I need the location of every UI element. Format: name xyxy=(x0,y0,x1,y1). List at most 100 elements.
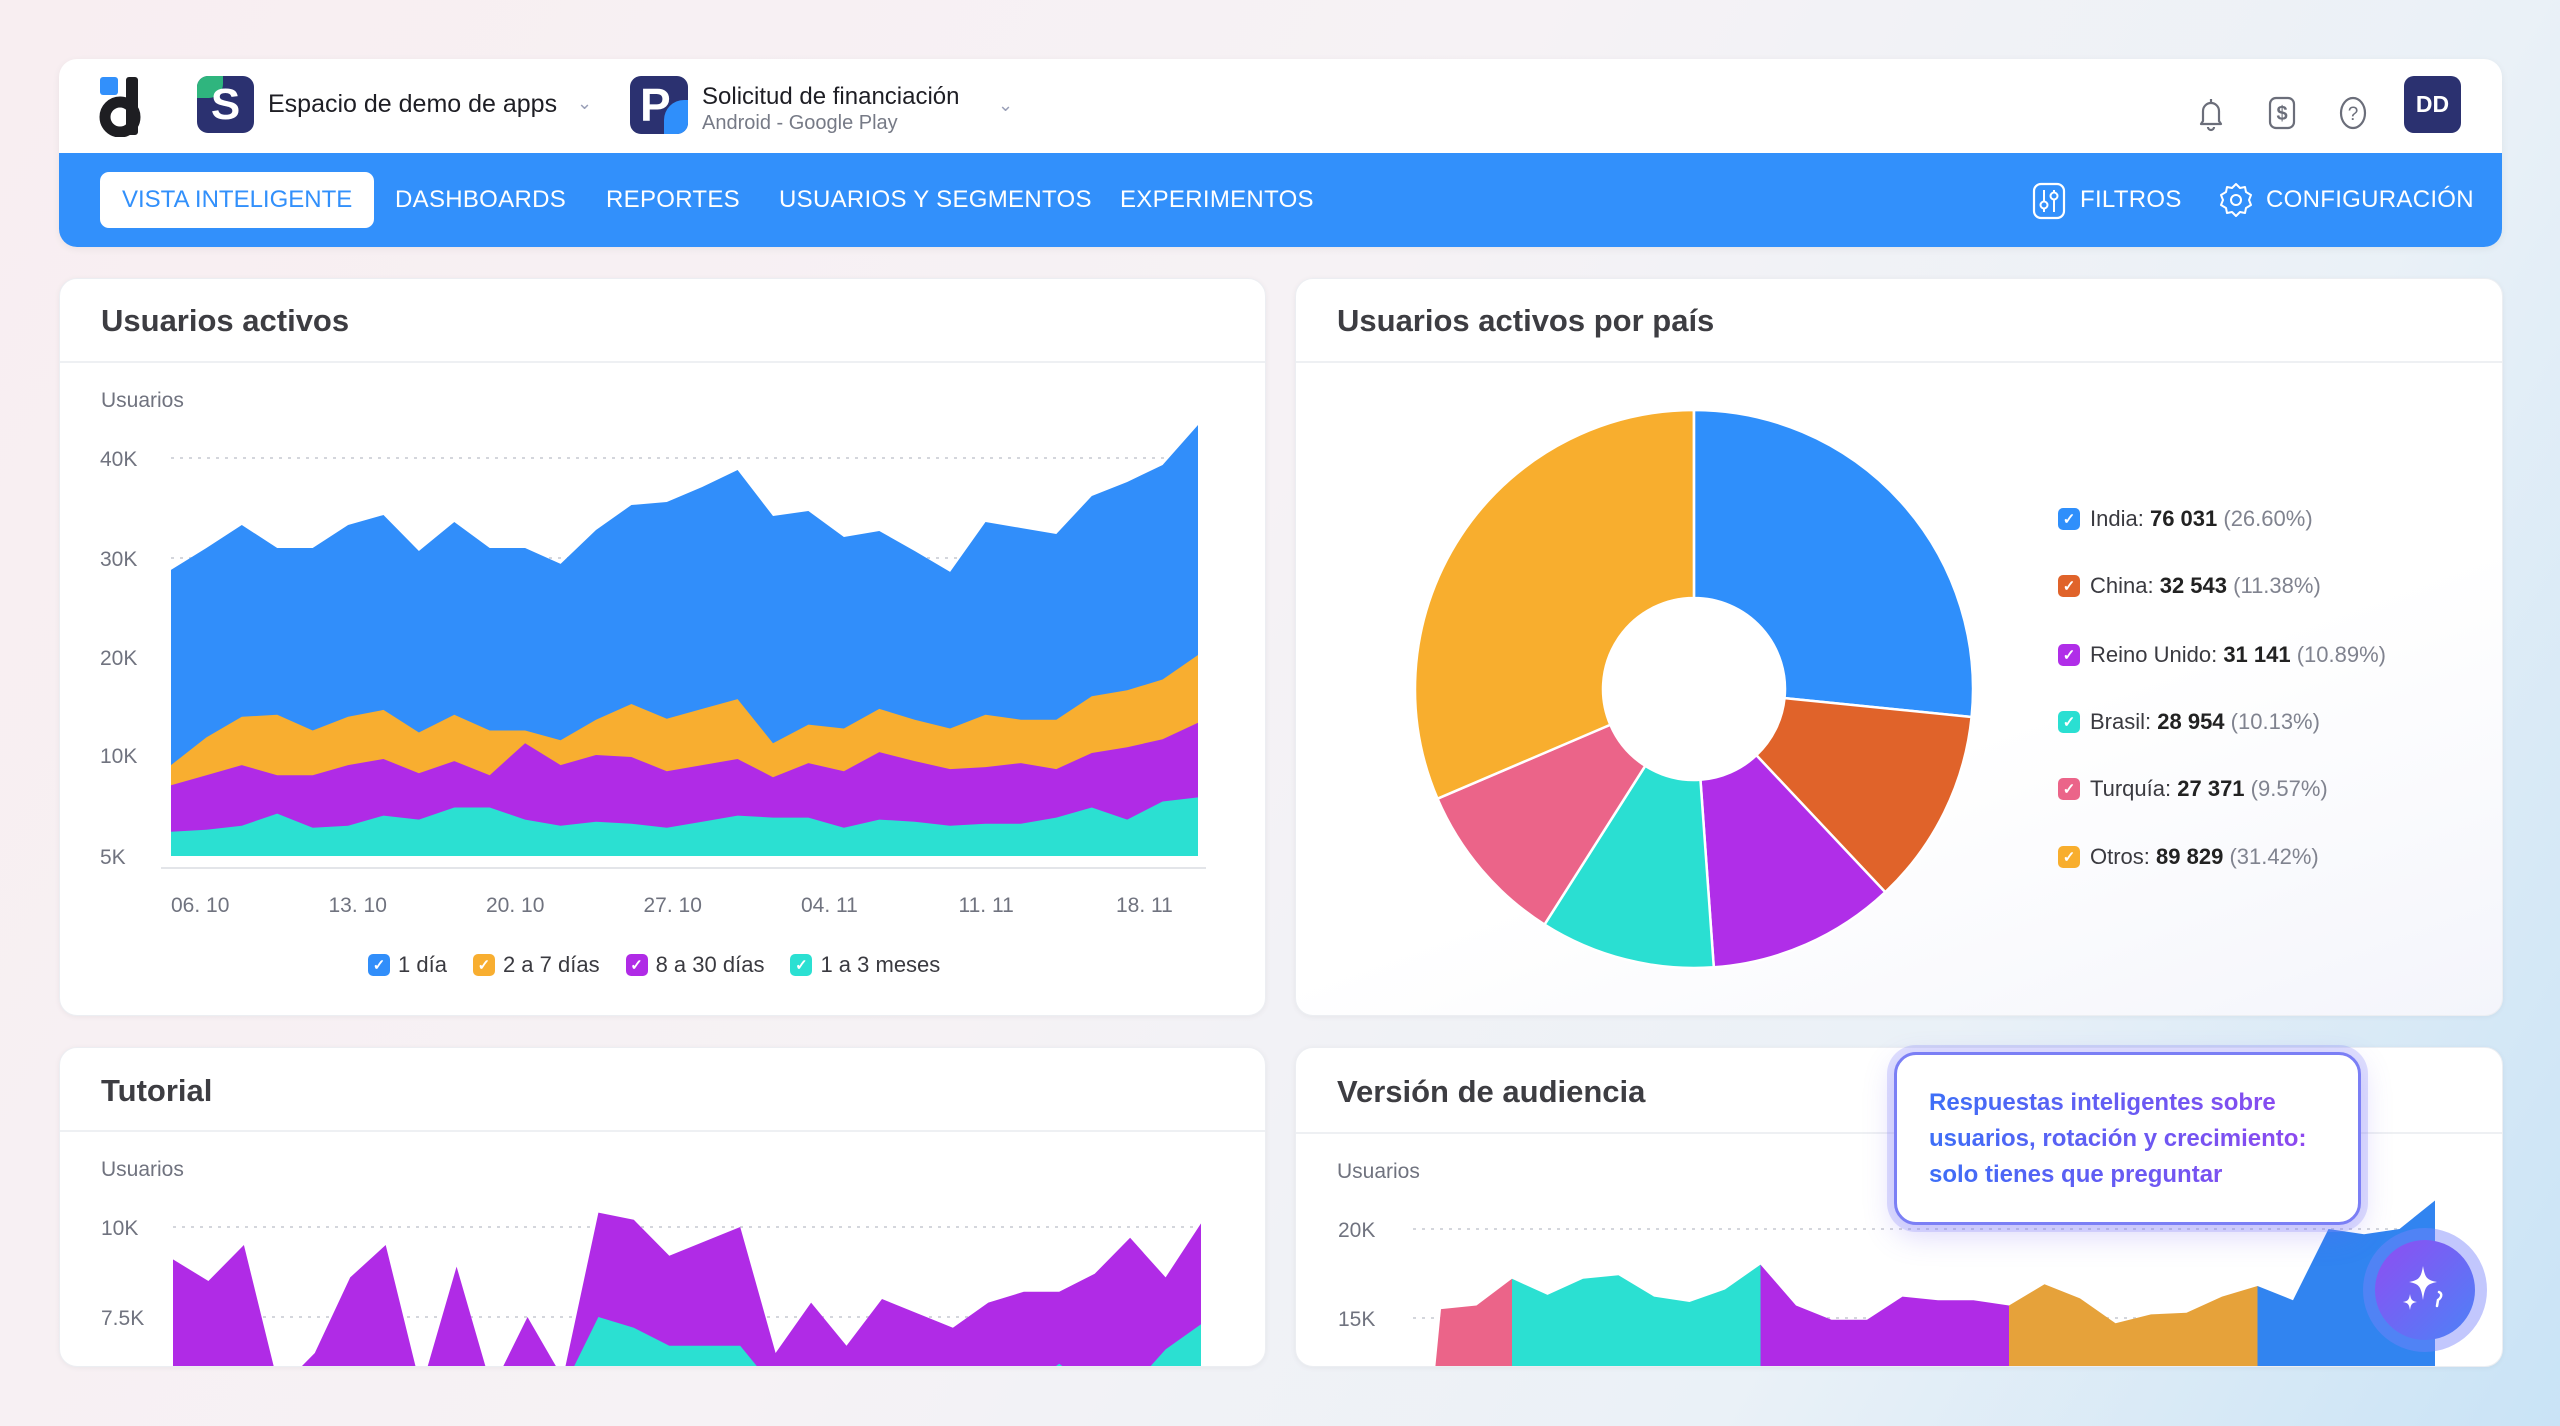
y-tick-label: 10K xyxy=(100,745,137,768)
y-tick-label: 15K xyxy=(1338,1308,1375,1331)
card-title: Tutorial xyxy=(101,1073,213,1108)
pie-legend-item[interactable]: ✓ India: 76 031 (26.60%) xyxy=(2058,506,2313,532)
pie-legend-item[interactable]: ✓ Brasil: 28 954 (10.13%) xyxy=(2058,709,2320,735)
legend-item-8-30-dias[interactable]: ✓ 8 a 30 días xyxy=(625,952,764,978)
workspace-selector[interactable]: Espacio de demo de apps xyxy=(268,90,558,118)
area-segment-3 xyxy=(2009,1284,2272,1366)
country-label: Reino Unido xyxy=(2090,642,2212,667)
country-label: China xyxy=(2090,573,2148,598)
tab-reportes[interactable]: REPORTES xyxy=(606,186,740,213)
country-label: India xyxy=(2090,506,2138,531)
checkbox-checked-icon[interactable]: ✓ xyxy=(2058,778,2080,800)
top-header: S Espacio de demo de apps ⌄ P Solicitud … xyxy=(59,59,2502,247)
settings-button[interactable]: CONFIGURACIÓN xyxy=(2266,186,2474,213)
sparkles-icon xyxy=(2403,1266,2443,1310)
tutorial-area-chart: 10K 7.5K xyxy=(101,1212,1201,1366)
ai-button-inner xyxy=(2375,1240,2475,1340)
legend-text: Turquía: 27 371 (9.57%) xyxy=(2090,776,2328,801)
area-series-1 xyxy=(574,1317,1201,1366)
y-tick-label: 20K xyxy=(1338,1219,1375,1242)
checkbox-checked-icon[interactable]: ✓ xyxy=(472,954,495,976)
area-segment-2 xyxy=(1760,1264,2022,1366)
country-value: 89 829 xyxy=(2156,844,2224,869)
checkbox-checked-icon[interactable]: ✓ xyxy=(2058,711,2080,733)
country-value: 28 954 xyxy=(2157,709,2225,734)
legend-item-1-dia[interactable]: ✓ 1 día xyxy=(368,952,447,978)
chevron-down-icon[interactable]: ⌄ xyxy=(998,95,1014,115)
checkbox-checked-icon[interactable]: ✓ xyxy=(2058,575,2080,597)
legend-item-1-3-meses[interactable]: ✓ 1 a 3 meses xyxy=(790,952,940,978)
ai-assistant-button[interactable] xyxy=(2363,1228,2487,1352)
country-label: Otros xyxy=(2090,844,2144,869)
x-tick-label: 27. 10 xyxy=(644,894,702,917)
app-platform: Android - Google Play xyxy=(702,112,898,134)
checkbox-checked-icon[interactable]: ✓ xyxy=(2058,644,2080,666)
legend-text: Brasil: 28 954 (10.13%) xyxy=(2090,709,2320,734)
app-icon[interactable]: P xyxy=(630,76,688,134)
y-axis-label: Usuarios xyxy=(1337,1160,1420,1183)
country-value: 76 031 xyxy=(2149,506,2218,531)
card-divider xyxy=(1296,361,2502,363)
legend-item-2-7-dias[interactable]: ✓ 2 a 7 días xyxy=(472,952,600,978)
x-tick-label: 11. 11 xyxy=(959,894,1014,917)
legend-label: 1 a 3 meses xyxy=(820,952,941,977)
y-axis-label: Usuarios xyxy=(101,1158,184,1181)
country-value: 32 543 xyxy=(2159,573,2228,598)
checkbox-checked-icon[interactable]: ✓ xyxy=(2058,508,2080,530)
legend-text: China: 32 543 (11.38%) xyxy=(2090,573,2321,598)
y-tick-label: 40K xyxy=(100,448,137,471)
chevron-down-icon[interactable]: ⌄ xyxy=(577,93,593,113)
pie-legend-item[interactable]: ✓ China: 32 543 (11.38%) xyxy=(2058,573,2321,599)
card-title: Usuarios activos xyxy=(101,303,350,338)
help-icon[interactable]: ? xyxy=(2333,93,2373,133)
tab-usuarios-segmentos[interactable]: USUARIOS Y SEGMENTOS xyxy=(779,186,1092,213)
area-segment-1 xyxy=(1512,1264,1775,1366)
checkbox-checked-icon[interactable]: ✓ xyxy=(2058,846,2080,868)
tab-dashboards[interactable]: DASHBOARDS xyxy=(395,186,567,213)
y-tick-label: 30K xyxy=(100,548,137,571)
app-icon-letter: P xyxy=(640,79,671,131)
billing-dollar-icon[interactable]: $ xyxy=(2262,93,2302,133)
users-by-country-card: Usuarios activos por país ✓ India: 76 031… xyxy=(1295,278,2503,1016)
tutorial-card: Tutorial Usuarios 10K 7.5K xyxy=(59,1047,1266,1367)
workspace-icon-letter: S xyxy=(210,79,241,129)
area-series-1-a-3-meses xyxy=(171,797,1198,856)
checkbox-checked-icon[interactable]: ✓ xyxy=(625,954,648,976)
app-logo-icon[interactable] xyxy=(98,75,142,137)
tab-vista-inteligente[interactable]: VISTA INTELIGENTE xyxy=(100,172,375,228)
area-series-0 xyxy=(173,1212,1201,1366)
active-users-area-chart: 40K 30K 20K 10K 5K 06. 10 13. 10 20. 10 27. 10 04… xyxy=(100,425,1206,917)
country-percent: (10.89%) xyxy=(2296,642,2387,667)
country-value: 27 371 xyxy=(2177,776,2245,801)
tooltip-line: solo tienes que preguntar xyxy=(1929,1161,2223,1188)
tab-experimentos[interactable]: EXPERIMENTOS xyxy=(1120,186,1314,213)
card-divider xyxy=(60,1130,1265,1132)
legend-text: Otros: 89 829 (31.42%) xyxy=(2090,844,2319,869)
pie-legend-item[interactable]: ✓ Reino Unido: 31 141 (10.89%) xyxy=(2058,642,2386,668)
checkbox-checked-icon[interactable]: ✓ xyxy=(790,954,813,976)
country-percent: (9.57%) xyxy=(2250,776,2328,801)
pie-slice-otros xyxy=(1413,408,1696,801)
workspace-icon[interactable]: S xyxy=(197,76,254,133)
pie-slice-china xyxy=(1754,696,1973,894)
legend-text: India: 76 031 (26.60%) xyxy=(2090,506,2313,531)
x-tick-label: 04. 11 xyxy=(801,894,858,917)
y-tick-label: 7.5K xyxy=(101,1307,144,1330)
pie-legend-item[interactable]: ✓ Otros: 89 829 (31.42%) xyxy=(2058,844,2319,870)
country-label: Turquía xyxy=(2090,776,2166,801)
card-title: Versión de audiencia xyxy=(1337,1074,1646,1109)
app-selector[interactable]: Solicitud de financiación xyxy=(702,83,960,110)
bell-icon[interactable] xyxy=(2191,93,2231,133)
filters-button[interactable]: FILTROS xyxy=(2080,186,2182,213)
country-donut-chart xyxy=(1413,408,1975,970)
pie-legend-item[interactable]: ✓ Turquía: 27 371 (9.57%) xyxy=(2058,776,2328,802)
card-title: Usuarios activos por país xyxy=(1337,303,1715,338)
y-tick-label: 5K xyxy=(100,846,126,869)
chart-legend: ✓ 1 día ✓ 2 a 7 días ✓ 8 a 30 días ✓ 1 a 3 m… xyxy=(368,952,940,978)
checkbox-checked-icon[interactable]: ✓ xyxy=(368,954,390,976)
filters-icon[interactable] xyxy=(2031,181,2067,221)
legend-label: 2 a 7 días xyxy=(502,952,600,977)
gear-icon[interactable] xyxy=(2216,180,2256,220)
pie-slice-turquía xyxy=(1435,723,1647,927)
user-avatar[interactable]: DD xyxy=(2404,76,2461,133)
